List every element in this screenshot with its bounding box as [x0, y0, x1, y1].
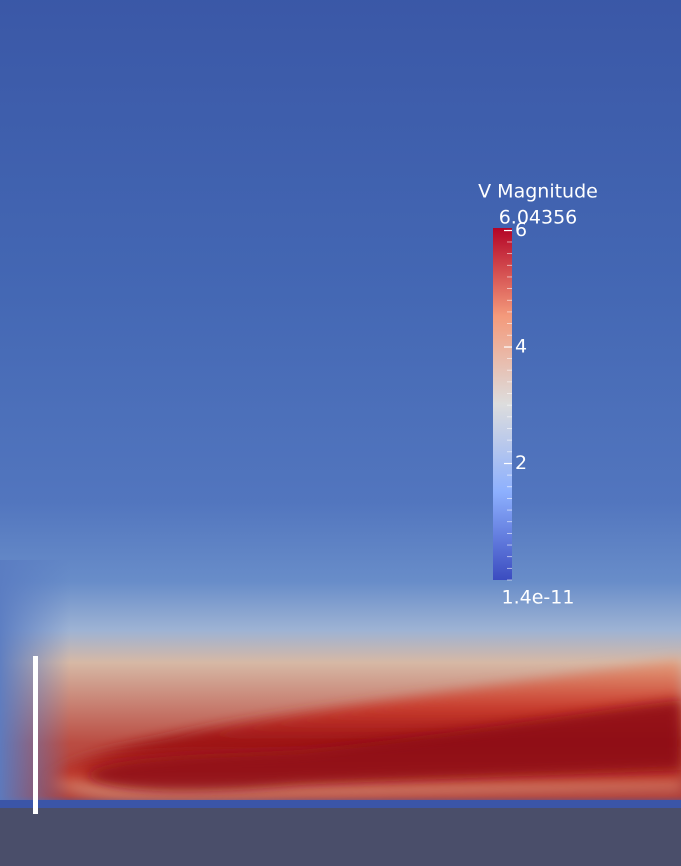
color-bar-min: 1.4e-11 — [502, 587, 575, 609]
color-bar-title: V Magnitude — [478, 181, 598, 203]
tick-label: 4 — [515, 336, 527, 358]
wall-layer — [0, 800, 681, 808]
flow-field-gradient — [0, 0, 681, 808]
tick-label: 6 — [515, 219, 527, 241]
color-bar-max: 6.04356 — [499, 207, 578, 229]
jet-core — [85, 700, 681, 792]
color-bar — [493, 228, 512, 580]
ground — [0, 808, 681, 866]
tick-label: 2 — [515, 452, 527, 474]
color-legend: V Magnitude 6.04356 1.4e-11 2 4 6 — [478, 181, 598, 609]
inlet-plate — [33, 656, 38, 814]
